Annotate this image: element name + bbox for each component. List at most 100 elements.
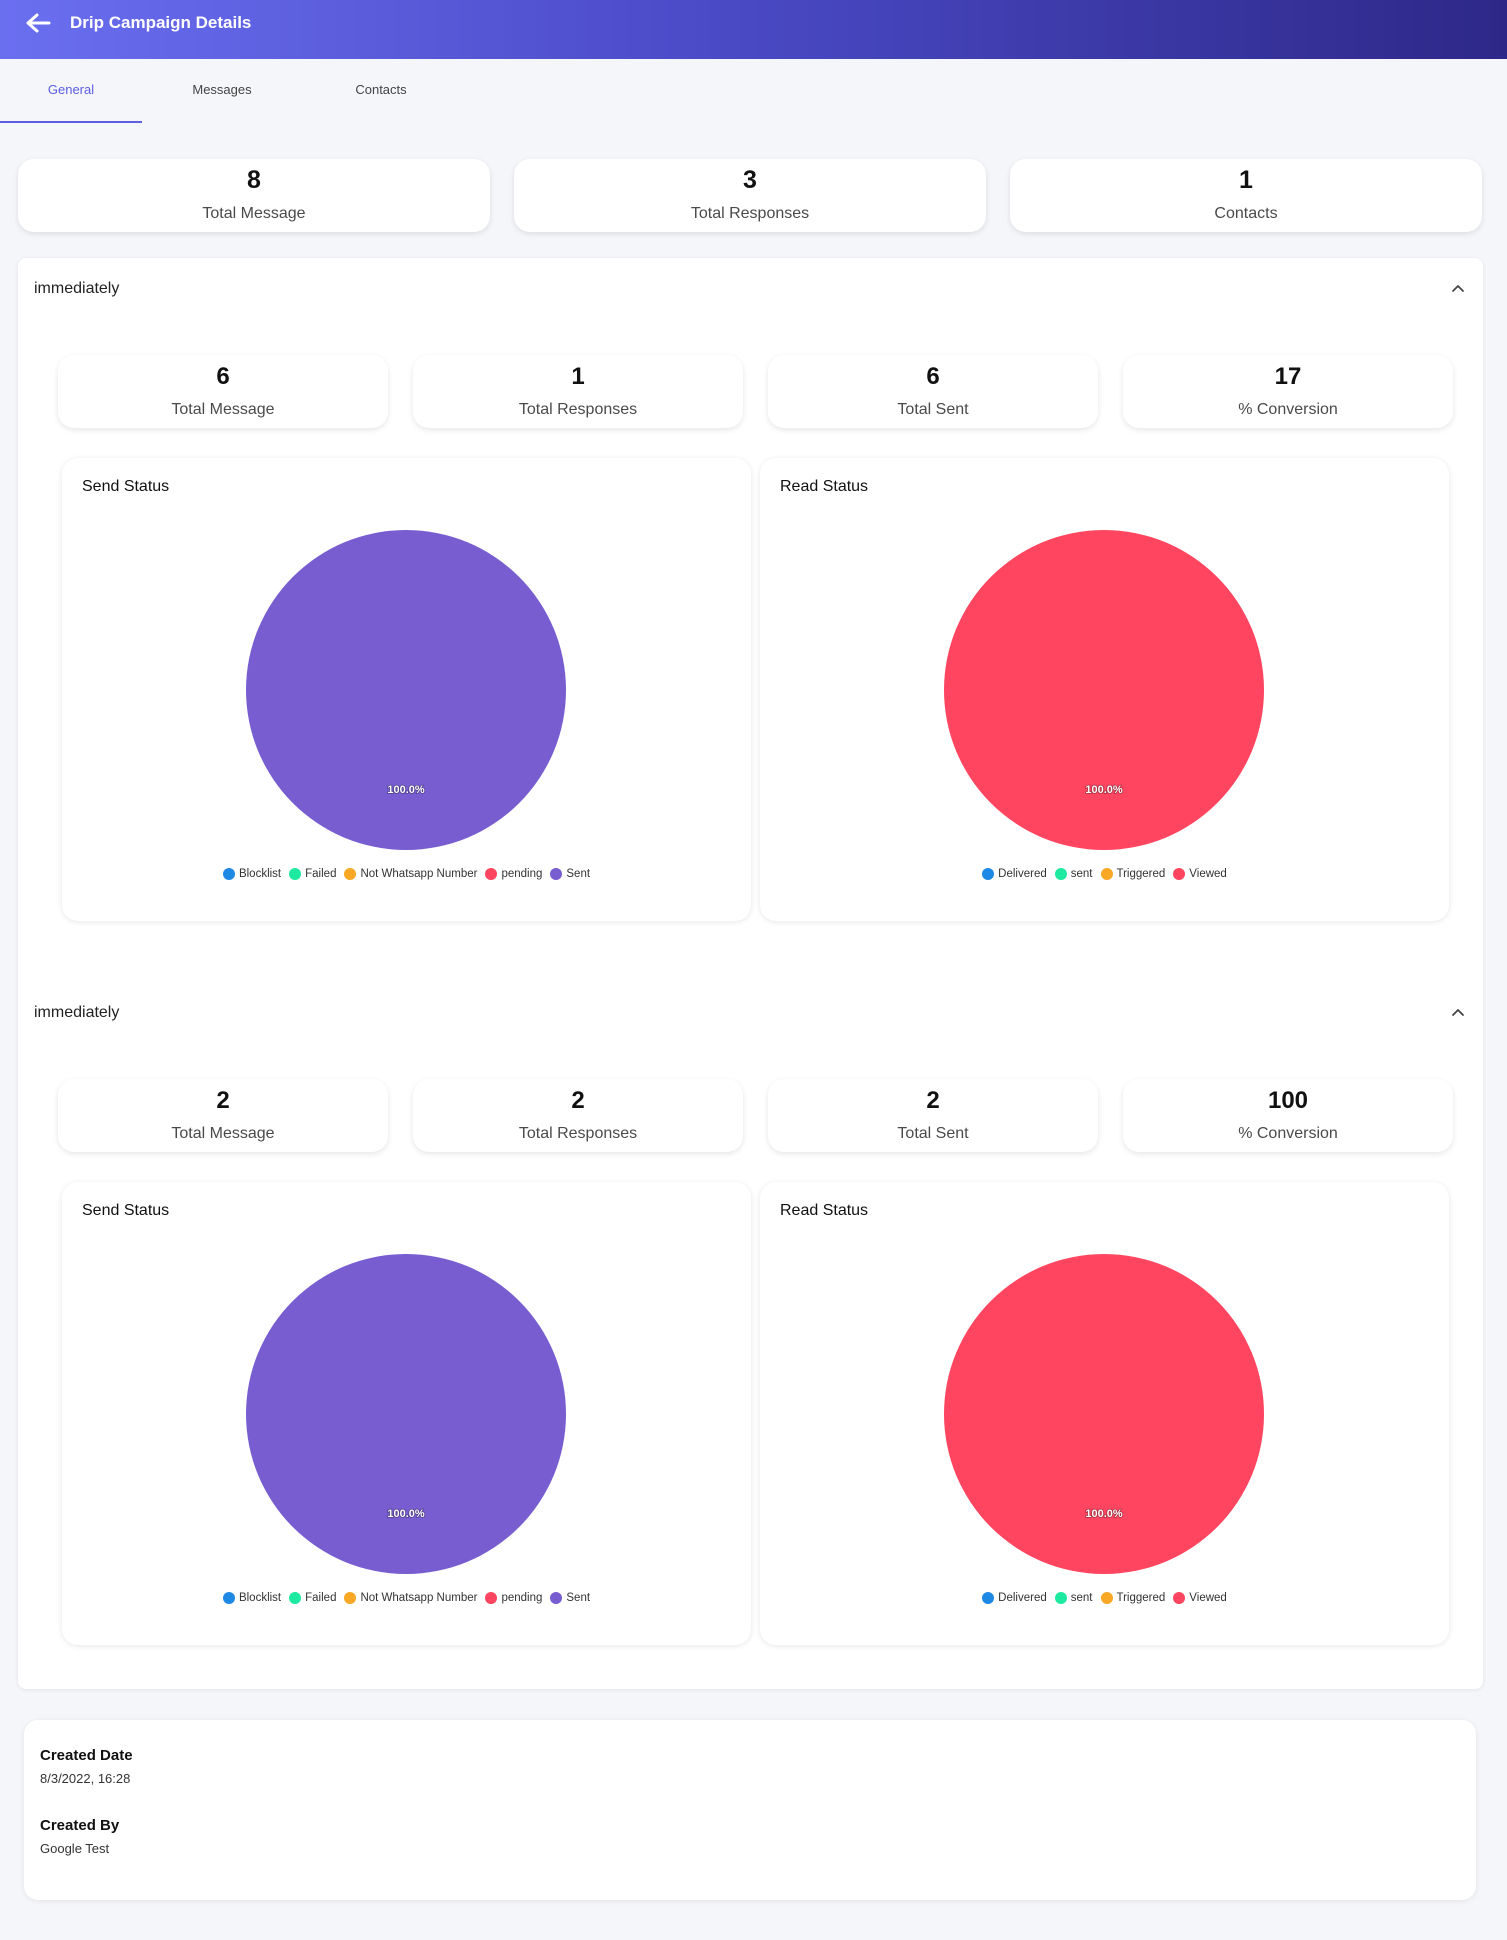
legend-marker: [485, 868, 498, 880]
legend-marker: [289, 1592, 302, 1604]
legend-label: Failed: [305, 868, 337, 880]
legend-item[interactable]: sent: [1054, 868, 1093, 880]
legend-marker: [222, 1592, 235, 1604]
legend-label: Blocklist: [238, 1592, 282, 1604]
legend-item[interactable]: Blocklist: [222, 1592, 282, 1604]
stat-value: 6: [216, 362, 230, 390]
created-by-value: Google Test: [40, 1841, 110, 1856]
chart-title: Read Status: [780, 1202, 869, 1219]
campaign-meta-card: Created Date 8/3/2022, 16:28 Created By …: [24, 1720, 1476, 1900]
summary-card-contacts: 1 Contacts: [1010, 159, 1482, 232]
tab-messages[interactable]: Messages: [192, 81, 252, 97]
stat-label: Total Message: [202, 205, 306, 222]
legend-item[interactable]: Failed: [289, 1592, 336, 1604]
legend-item[interactable]: Failed: [289, 868, 336, 880]
stat-value: 3: [743, 166, 757, 194]
legend-label: Failed: [305, 1592, 337, 1604]
legend-marker: [1173, 1592, 1186, 1604]
pie-slice-sent[interactable]: [246, 530, 566, 850]
tab-contacts[interactable]: Contacts: [355, 81, 407, 97]
step-accordion-header[interactable]: immediately: [18, 982, 1483, 1046]
stat-label: Total Sent: [897, 1124, 969, 1142]
chart-legend: Blocklist Failed Not Whatsapp Number pendin…: [62, 868, 751, 880]
pie-data-label: 100.0%: [1085, 784, 1123, 796]
legend-item[interactable]: Not Whatsapp Number: [344, 868, 477, 880]
step-stat-conversion: 17 % Conversion: [1123, 355, 1453, 428]
send-status-pie-chart: 100.0%: [246, 530, 566, 850]
read-status-pie-chart: 100.0%: [944, 530, 1264, 850]
chevron-up-icon[interactable]: [1449, 1004, 1467, 1022]
read-status-chart-card: Read Status 100.0% Delivered sent Triggere…: [760, 1182, 1449, 1645]
legend-item[interactable]: Triggered: [1100, 868, 1166, 880]
send-status-chart-card: Send Status 100.0% Blocklist Failed Not Wh…: [62, 458, 751, 921]
pie-data-label: 100.0%: [387, 784, 425, 796]
legend-label: Delivered: [998, 868, 1047, 880]
summary-card-total-responses: 3 Total Responses: [514, 159, 986, 232]
legend-label: Delivered: [998, 1592, 1047, 1604]
stat-label: Total Responses: [690, 205, 810, 222]
legend-item[interactable]: Delivered: [982, 868, 1047, 880]
tab-bar: General Messages Contacts: [0, 59, 1507, 123]
app-header: Drip Campaign Details: [0, 0, 1507, 59]
legend-marker: [1100, 1592, 1113, 1604]
stat-label: Total Responses: [518, 400, 638, 418]
step-stat-total-responses: 2 Total Responses: [413, 1079, 743, 1152]
pie-slice-sent[interactable]: [246, 1254, 566, 1574]
legend-item[interactable]: Not Whatsapp Number: [344, 1592, 477, 1604]
stat-value: 2: [926, 1086, 940, 1114]
legend-item[interactable]: Viewed: [1173, 868, 1227, 880]
stat-value: 100: [1267, 1086, 1309, 1114]
legend-item[interactable]: pending: [485, 1592, 542, 1604]
chart-title: Read Status: [780, 478, 869, 495]
legend-label: Blocklist: [238, 868, 282, 880]
step-stat-conversion: 100 % Conversion: [1123, 1079, 1453, 1152]
pie-slice-viewed[interactable]: [944, 530, 1264, 850]
legend-marker: [1054, 868, 1067, 880]
arrow-left-icon: [26, 13, 51, 32]
legend-item[interactable]: Blocklist: [222, 868, 282, 880]
stat-label: Total Sent: [897, 400, 969, 418]
legend-marker: [1054, 1592, 1067, 1604]
legend-marker: [550, 1592, 563, 1604]
legend-marker: [485, 1592, 498, 1604]
legend-item[interactable]: Delivered: [982, 1592, 1047, 1604]
created-date-label: Created Date: [40, 1747, 133, 1764]
send-status-chart-card: Send Status 100.0% Blocklist Failed Not Wh…: [62, 1182, 751, 1645]
step-stat-total-sent: 6 Total Sent: [768, 355, 1098, 428]
legend-label: sent: [1070, 868, 1093, 880]
back-button[interactable]: [14, 1, 62, 45]
step-accordion-header[interactable]: immediately: [18, 258, 1483, 322]
chevron-up-icon[interactable]: [1449, 280, 1467, 298]
stat-label: Total Message: [171, 400, 275, 418]
legend-marker: [344, 868, 357, 880]
summary-card-total-message: 8 Total Message: [18, 159, 490, 232]
stat-value: 2: [571, 1086, 585, 1114]
pie-slice-viewed[interactable]: [944, 1254, 1264, 1574]
legend-marker: [289, 868, 302, 880]
step-stat-total-message: 2 Total Message: [58, 1079, 388, 1152]
step-title: immediately: [34, 1004, 120, 1021]
legend-label: Triggered: [1116, 1592, 1166, 1604]
legend-marker: [344, 1592, 357, 1604]
tab-general[interactable]: General: [0, 59, 142, 123]
legend-marker: [982, 1592, 995, 1604]
legend-item[interactable]: Viewed: [1173, 1592, 1227, 1604]
legend-item[interactable]: Sent: [550, 868, 590, 880]
legend-label: Sent: [566, 868, 591, 880]
campaign-steps-panel: immediately 6 Total Message 1 Total Resp…: [18, 258, 1483, 1689]
stat-value: 17: [1274, 362, 1302, 390]
legend-item[interactable]: sent: [1054, 1592, 1093, 1604]
chart-legend: Delivered sent Triggered Viewed: [760, 1592, 1449, 1604]
chart-title: Send Status: [82, 478, 170, 495]
created-by-label: Created By: [40, 1817, 120, 1834]
legend-marker: [222, 868, 235, 880]
legend-label: Triggered: [1116, 868, 1166, 880]
stat-label: % Conversion: [1238, 1124, 1338, 1142]
legend-item[interactable]: pending: [485, 868, 542, 880]
legend-marker: [1100, 868, 1113, 880]
legend-item[interactable]: Sent: [550, 1592, 590, 1604]
legend-item[interactable]: Triggered: [1100, 1592, 1166, 1604]
step-title: immediately: [34, 280, 120, 297]
stat-label: Contacts: [1214, 205, 1278, 222]
legend-marker: [550, 868, 563, 880]
